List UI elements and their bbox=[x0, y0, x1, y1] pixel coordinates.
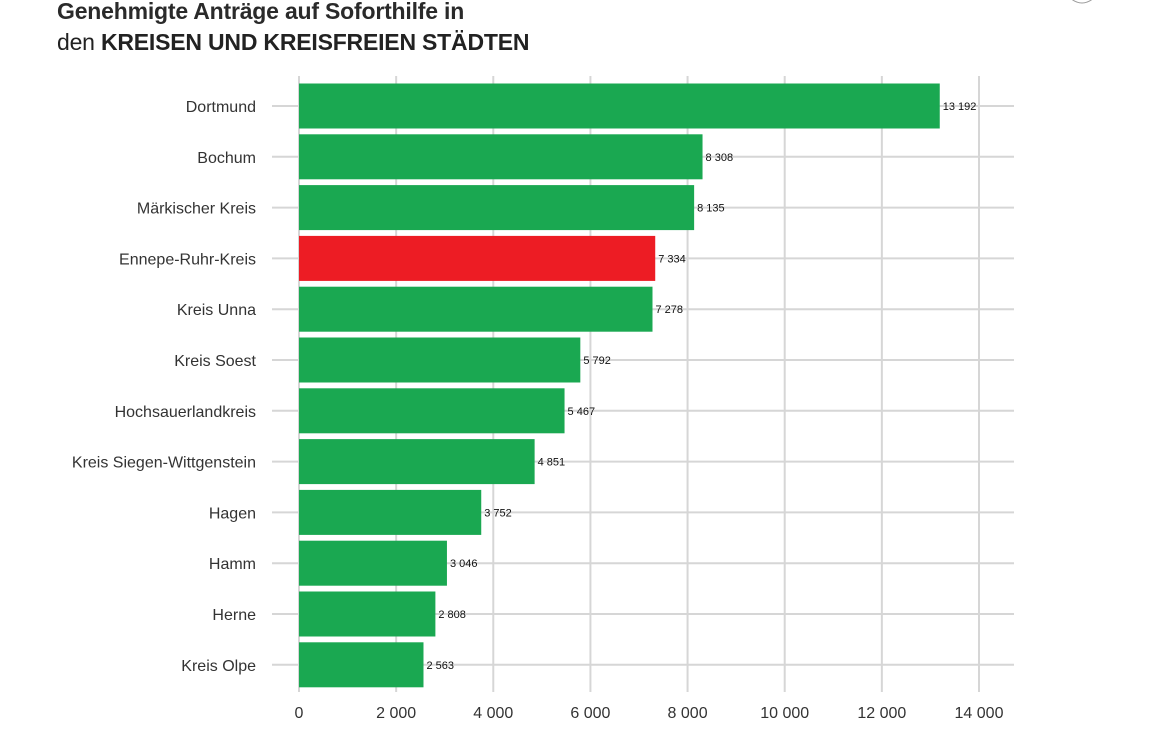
chart-title-line-2-prefix: den bbox=[57, 29, 101, 55]
bar bbox=[299, 439, 535, 485]
bar bbox=[299, 642, 424, 688]
bar-layer bbox=[299, 83, 940, 688]
label-layer: Dortmund 13 192 Bochum 8 308 Märkischer Krei… bbox=[72, 99, 977, 675]
bar bbox=[299, 540, 447, 586]
bar-value-label: 4 851 bbox=[538, 457, 566, 469]
bar bbox=[299, 185, 695, 231]
chart-title-line-2-strong: KREISEN UND KREISFREIEN STÄDTEN bbox=[100, 29, 530, 55]
category-label: Kreis Unna bbox=[177, 302, 256, 319]
bar-value-label: 2 563 bbox=[426, 660, 454, 672]
category-label: Kreis Soest bbox=[174, 353, 256, 370]
bar bbox=[299, 489, 482, 535]
category-label: Herne bbox=[212, 607, 256, 624]
bar bbox=[299, 134, 703, 180]
chart-title-line-2: den KREISEN UND KREISFREIEN STÄDTEN bbox=[57, 27, 529, 58]
category-label: Ennepe-Ruhr-Kreis bbox=[119, 251, 256, 268]
x-tick-label: 12 000 bbox=[857, 705, 906, 722]
category-label: Dortmund bbox=[186, 99, 256, 116]
category-label: Hochsauerlandkreis bbox=[115, 404, 256, 421]
category-label: Kreis Olpe bbox=[181, 658, 256, 675]
bar-highlighted bbox=[299, 235, 656, 281]
category-label: Bochum bbox=[197, 150, 256, 167]
x-tick-label: 2 000 bbox=[376, 705, 416, 722]
bar bbox=[299, 388, 565, 434]
chart-title: Genehmigte Anträge auf Soforthilfe in de… bbox=[57, 0, 529, 58]
x-tick-label: 14 000 bbox=[955, 705, 1004, 722]
x-tick-label: 0 bbox=[295, 705, 304, 722]
bar-value-label: 8 308 bbox=[706, 152, 734, 164]
bar-value-label: 7 334 bbox=[658, 253, 686, 265]
bar-value-label: 5 792 bbox=[583, 355, 611, 367]
category-label: Hamm bbox=[209, 556, 256, 573]
x-tick-label: 4 000 bbox=[473, 705, 513, 722]
category-label: Kreis Siegen-Wittgenstein bbox=[72, 455, 256, 472]
x-tick-label: 8 000 bbox=[668, 705, 708, 722]
bar-value-label: 3 752 bbox=[484, 507, 512, 519]
bar-value-label: 3 046 bbox=[450, 558, 478, 570]
bar bbox=[299, 286, 653, 332]
chart-title-line-1: Genehmigte Anträge auf Soforthilfe in bbox=[57, 0, 465, 24]
bar bbox=[299, 337, 581, 383]
bar-value-label: 13 192 bbox=[943, 101, 977, 113]
bar-value-label: 7 278 bbox=[656, 304, 684, 316]
x-tick-label: 6 000 bbox=[570, 705, 610, 722]
category-label: Hagen bbox=[209, 505, 256, 522]
bar bbox=[299, 591, 436, 637]
x-axis: 0 2 000 4 000 6 000 8 000 10 000 12 000 14 000 bbox=[295, 705, 1004, 722]
category-label: Märkischer Kreis bbox=[137, 201, 256, 218]
bar-value-label: 5 467 bbox=[568, 406, 596, 418]
bar bbox=[299, 83, 940, 129]
x-tick-label: 10 000 bbox=[760, 705, 809, 722]
bar-value-label: 8 135 bbox=[697, 203, 725, 215]
coat-of-arms-logo-icon bbox=[1072, 0, 1092, 4]
bar-value-label: 2 808 bbox=[438, 609, 466, 621]
